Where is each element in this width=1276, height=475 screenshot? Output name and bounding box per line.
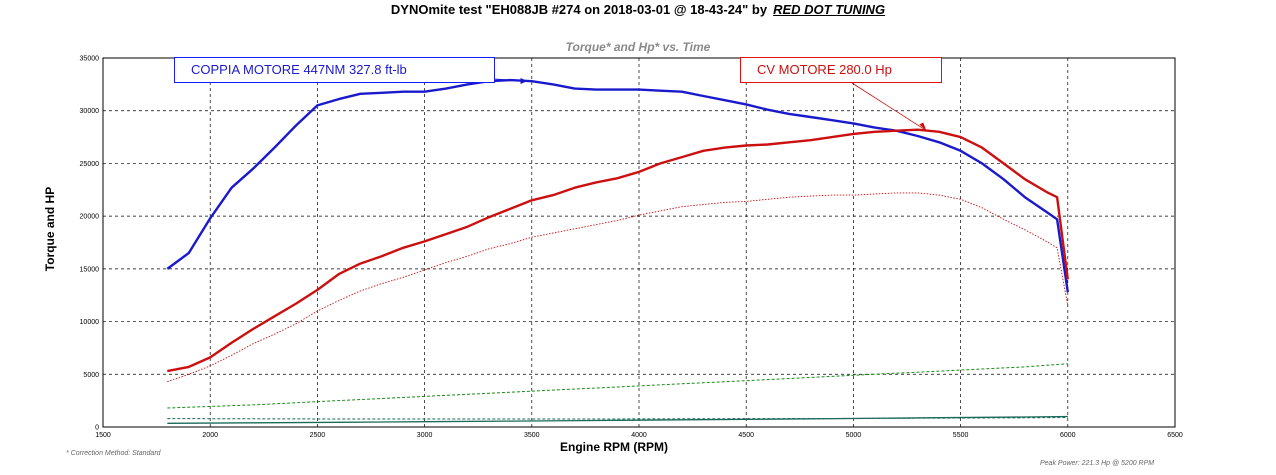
y-tick-label: 35000 bbox=[80, 56, 100, 63]
x-tick-label: 2000 bbox=[202, 432, 218, 439]
chart-title: DYNOmite test "EH088JB #274 on 2018-03-0… bbox=[0, 2, 1276, 17]
x-tick-label: 6000 bbox=[1060, 432, 1076, 439]
x-tick-label: 1500 bbox=[95, 432, 111, 439]
x-tick-label: 3500 bbox=[524, 432, 540, 439]
torque-annotation: COPPIA MOTORE 447NM 327.8 ft-lb bbox=[174, 57, 495, 83]
series-line-5 bbox=[167, 415, 1068, 424]
torque-arrowhead bbox=[520, 77, 528, 84]
x-tick-label: 4500 bbox=[738, 432, 754, 439]
y-tick-label: 10000 bbox=[80, 319, 100, 326]
power-pointer bbox=[851, 82, 927, 131]
peak-power-note: Peak Power: 221.3 Hp @ 5200 RPM bbox=[1040, 460, 1155, 467]
y-tick-label: 30000 bbox=[80, 108, 100, 115]
x-tick-label: 4000 bbox=[631, 432, 647, 439]
power-annotation: CV MOTORE 280.0 Hp bbox=[740, 57, 942, 83]
x-tick-label: 2500 bbox=[310, 432, 326, 439]
x-tick-label: 6500 bbox=[1167, 432, 1183, 439]
y-tick-label: 20000 bbox=[80, 214, 100, 221]
x-axis-label: Engine RPM (RPM) bbox=[560, 440, 668, 454]
series-line-3 bbox=[167, 363, 1068, 409]
test-title: DYNOmite test "EH088JB #274 on 2018-03-0… bbox=[390, 2, 768, 17]
gridlines bbox=[103, 58, 1175, 427]
y-tick-label: 0 bbox=[95, 425, 99, 432]
power-arrowhead bbox=[919, 122, 927, 131]
brand-name: RED DOT TUNING bbox=[773, 2, 886, 17]
y-axis-label: Torque and HP bbox=[43, 186, 57, 272]
chart-subtitle: Torque* and Hp* vs. Time bbox=[565, 40, 711, 54]
series-line-0 bbox=[166, 78, 1069, 293]
x-tick-label: 5000 bbox=[846, 432, 862, 439]
correction-method-note: * Correction Method: Standard bbox=[66, 450, 161, 457]
y-tick-label: 15000 bbox=[80, 266, 100, 273]
x-tick-label: 5500 bbox=[953, 432, 969, 439]
y-tick-label: 25000 bbox=[80, 161, 100, 168]
axis-ticks: 1500 2000 2500 3000 3500 4000 4500 5000 5500 6000… bbox=[80, 56, 1183, 440]
y-tick-label: 5000 bbox=[83, 372, 99, 379]
annotation-pointers bbox=[494, 77, 927, 131]
series-group bbox=[166, 78, 1069, 424]
x-tick-label: 3000 bbox=[417, 432, 433, 439]
series-line-1 bbox=[167, 128, 1069, 373]
